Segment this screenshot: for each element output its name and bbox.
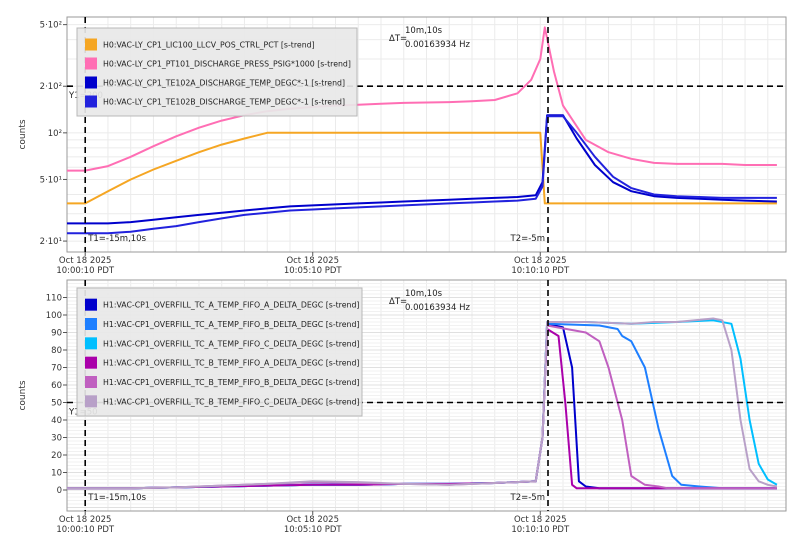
legend-label: H1:VAC-CP1_OVERFILL_TC_A_TEMP_FIFO_A_DEL… <box>103 301 359 310</box>
delta-t-value: 10m,10s <box>405 26 443 36</box>
series-group <box>67 26 777 235</box>
legend-box <box>76 27 358 117</box>
legend-box <box>76 287 363 417</box>
x-tick-label-date: Oct 18 2025 <box>59 256 112 266</box>
y-axis-label: counts <box>18 380 28 410</box>
x-tick-label-time: 10:10:10 PDT <box>511 266 570 276</box>
legend[interactable]: H0:VAC-LY_CP1_LIC100_LLCV_POS_CTRL_PCT [… <box>76 27 358 117</box>
legend-item[interactable]: H0:VAC-LY_CP1_TE102A_DISCHARGE_TEMP_DEGC… <box>85 76 345 89</box>
y-tick-label: 5·10¹ <box>40 175 62 185</box>
legend-item[interactable]: H0:VAC-LY_CP1_PT101_DISCHARGE_PRESS_PSIG… <box>85 57 351 70</box>
y-tick-label: 20 <box>51 451 62 461</box>
legend-item[interactable]: H1:VAC-CP1_OVERFILL_TC_B_TEMP_FIFO_B_DEL… <box>85 376 359 388</box>
delta-t-label: ΔT= <box>389 34 407 44</box>
y-tick-label: 60 <box>51 381 62 391</box>
delta-t-frequency: 0.00163934 Hz <box>405 40 470 50</box>
y-tick-label: 2·10¹ <box>40 237 62 247</box>
delta-t-value: 10m,10s <box>405 289 443 299</box>
legend-swatch <box>85 57 97 70</box>
series-group <box>67 317 778 490</box>
legend-swatch <box>85 356 97 369</box>
legend-item[interactable]: H1:VAC-CP1_OVERFILL_TC_B_TEMP_FIFO_A_DEL… <box>85 356 359 369</box>
t2-cursor-label: T2=-5m <box>510 234 545 244</box>
legend-swatch <box>85 318 97 330</box>
y-tick-label: 90 <box>51 329 62 339</box>
legend-item[interactable]: H1:VAC-CP1_OVERFILL_TC_A_TEMP_FIFO_B_DEL… <box>85 318 359 330</box>
y-tick-label: 10² <box>48 129 62 139</box>
legend-label: H0:VAC-LY_CP1_TE102A_DISCHARGE_TEMP_DEGC… <box>103 79 345 88</box>
legend-swatch <box>85 95 97 108</box>
x-tick-label-time: 10:05:10 PDT <box>284 266 343 276</box>
legend-label: H1:VAC-CP1_OVERFILL_TC_B_TEMP_FIFO_A_DEL… <box>103 359 359 368</box>
t1-cursor-label: T1=-15m,10s <box>87 234 146 244</box>
delta-t-frequency: 0.00163934 Hz <box>405 303 470 313</box>
y-tick-label: 40 <box>51 416 62 426</box>
x-tick-label-time: 10:00:10 PDT <box>56 525 115 535</box>
x-tick-label-time: 10:05:10 PDT <box>284 525 343 535</box>
legend-label: H0:VAC-LY_CP1_PT101_DISCHARGE_PRESS_PSIG… <box>103 60 351 69</box>
x-tick-label-date: Oct 18 2025 <box>59 515 112 525</box>
x-tick-label-date: Oct 18 2025 <box>286 515 339 525</box>
series-line-1[interactable] <box>67 131 777 205</box>
legend-swatch <box>85 337 97 350</box>
legend[interactable]: H1:VAC-CP1_OVERFILL_TC_A_TEMP_FIFO_A_DEL… <box>76 287 363 417</box>
legend-label: H1:VAC-CP1_OVERFILL_TC_A_TEMP_FIFO_C_DEL… <box>103 339 360 348</box>
legend-swatch <box>85 298 97 311</box>
legend-label: H1:VAC-CP1_OVERFILL_TC_B_TEMP_FIFO_B_DEL… <box>103 378 359 387</box>
y-tick-label: 100 <box>46 311 62 321</box>
t2-cursor-label: T2=-5m <box>510 493 545 503</box>
y-tick-label: 50 <box>51 399 62 409</box>
legend-item[interactable]: H0:VAC-LY_CP1_LIC100_LLCV_POS_CTRL_PCT [… <box>85 38 315 51</box>
y-tick-label: 10 <box>51 469 62 479</box>
y-axis-label: counts <box>18 119 28 149</box>
plot-frame <box>66 279 787 512</box>
plot-frame <box>66 16 787 253</box>
top-trend-panel[interactable]: 2·10¹ 5·10¹ 10² 2·10² 5·10² counts Oct 18 2025… <box>18 16 787 276</box>
x-tick-label-time: 10:10:10 PDT <box>511 525 570 535</box>
series-line-2[interactable] <box>67 26 777 172</box>
legend-swatch <box>85 76 97 89</box>
x-tick-label-date: Oct 18 2025 <box>514 256 567 266</box>
y-tick-label: 0 <box>57 486 62 496</box>
legend-swatch <box>85 395 97 408</box>
legend-label: H1:VAC-CP1_OVERFILL_TC_B_TEMP_FIFO_C_DEL… <box>103 397 360 406</box>
y-tick-label: 30 <box>51 434 62 444</box>
t1-cursor-label: T1=-15m,10s <box>87 493 146 503</box>
legend-item[interactable]: H1:VAC-CP1_OVERFILL_TC_A_TEMP_FIFO_A_DEL… <box>85 298 359 311</box>
y-tick-label: 2·10² <box>40 82 62 92</box>
legend-item[interactable]: H0:VAC-LY_CP1_TE102B_DISCHARGE_TEMP_DEGC… <box>85 95 345 108</box>
x-tick-label-time: 10:00:10 PDT <box>56 266 115 276</box>
series-line-6[interactable] <box>67 317 778 490</box>
y-tick-label: 110 <box>46 294 62 304</box>
y-tick-label: 5·10² <box>40 21 62 31</box>
series-line-3[interactable] <box>67 114 777 225</box>
series-line-4[interactable] <box>67 115 777 235</box>
legend-item[interactable]: H1:VAC-CP1_OVERFILL_TC_B_TEMP_FIFO_C_DEL… <box>85 395 360 408</box>
x-tick-label-date: Oct 18 2025 <box>514 515 567 525</box>
legend-item[interactable]: H1:VAC-CP1_OVERFILL_TC_A_TEMP_FIFO_C_DEL… <box>85 337 360 350</box>
y-tick-label: 80 <box>51 346 62 356</box>
delta-t-label: ΔT= <box>389 297 407 307</box>
legend-swatch <box>85 376 97 388</box>
legend-swatch <box>85 38 97 51</box>
legend-label: H1:VAC-CP1_OVERFILL_TC_A_TEMP_FIFO_B_DEL… <box>103 320 359 329</box>
x-tick-label-date: Oct 18 2025 <box>286 256 339 266</box>
bottom-trend-panel[interactable]: 0 10 20 30 40 50 60 70 80 90 100 110 counts Oct 18 20… <box>18 279 787 535</box>
legend-label: H0:VAC-LY_CP1_TE102B_DISCHARGE_TEMP_DEGC… <box>103 98 345 107</box>
y-tick-label: 70 <box>51 364 62 374</box>
legend-label: H0:VAC-LY_CP1_LIC100_LLCV_POS_CTRL_PCT [… <box>103 41 315 50</box>
